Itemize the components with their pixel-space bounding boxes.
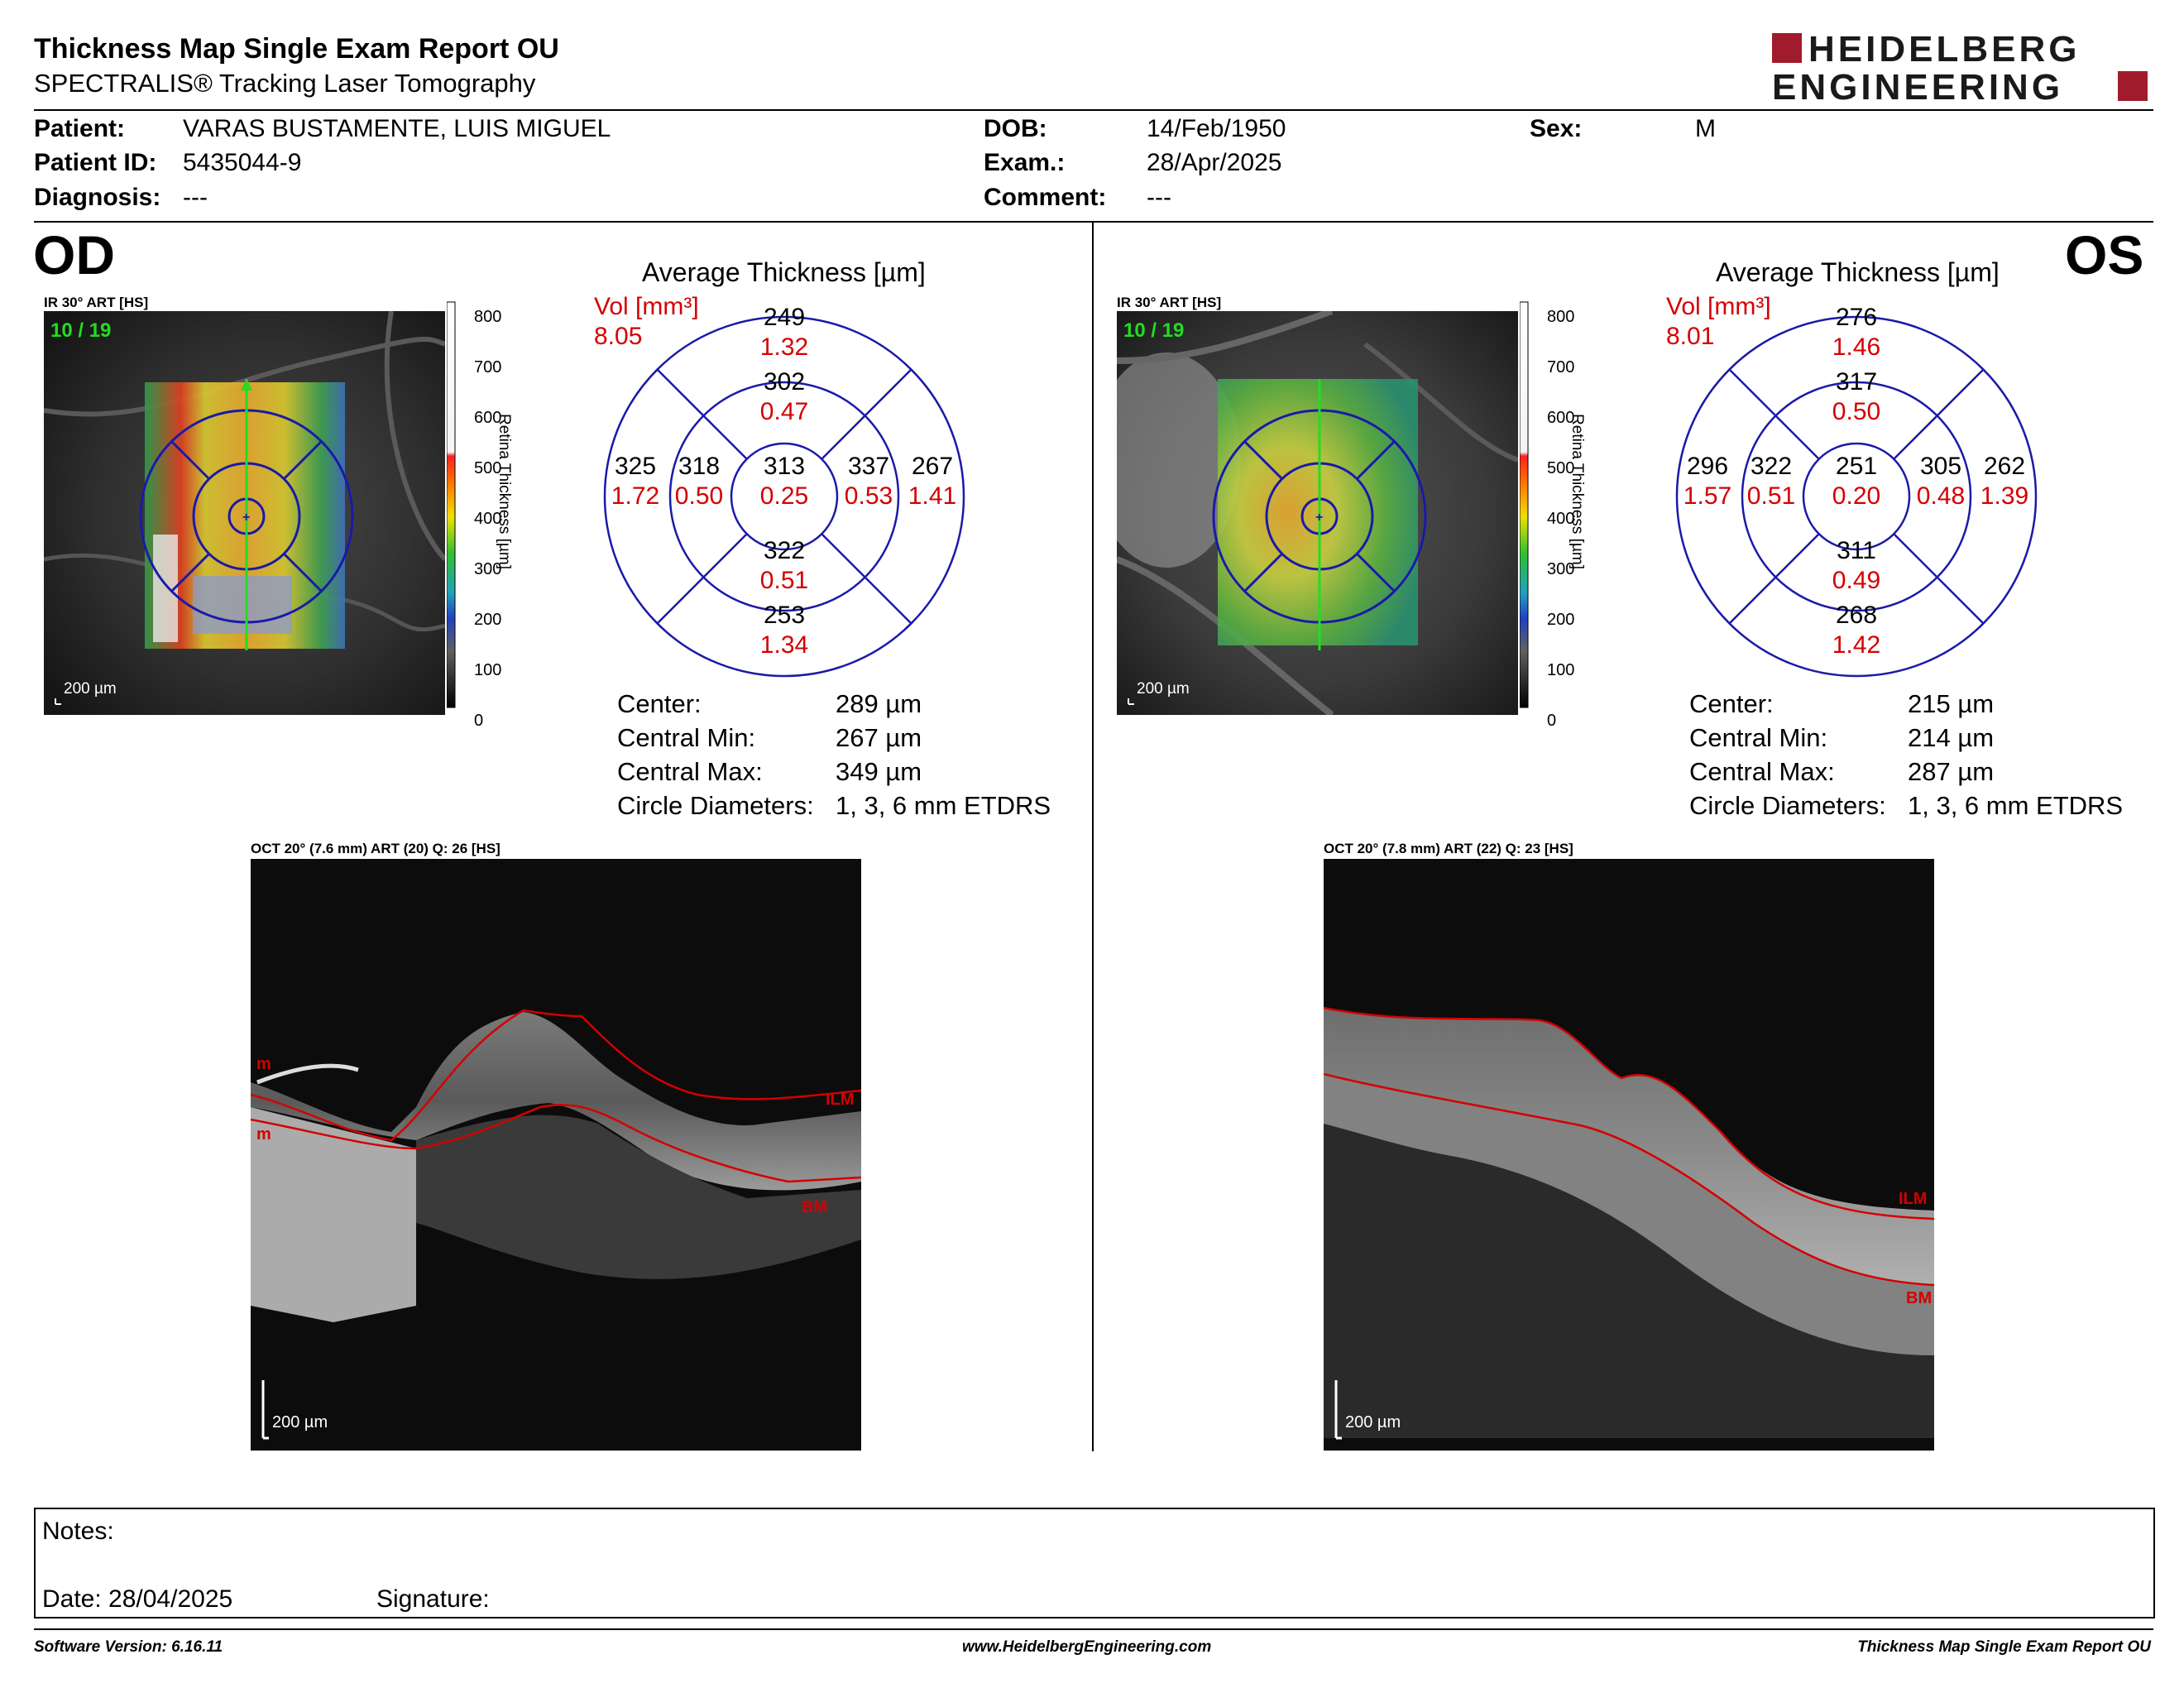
notes-label: Notes: — [42, 1518, 114, 1545]
os-oct-scale: 200 µm — [1345, 1413, 1401, 1431]
os-layer-bm: BM — [1906, 1289, 1933, 1307]
os-vol-label: Vol [mm³] — [1666, 293, 1771, 320]
od-etdrs-grid — [602, 314, 966, 679]
od-stats-labels: Center: Central Min: Central Max: Circle D… — [617, 689, 814, 820]
svg-text:HEIDELBERG: HEIDELBERG — [1808, 29, 2080, 70]
od-layer-bm: BM — [802, 1198, 828, 1216]
os-sector-outer-superior: 276 1.46 — [1832, 304, 1881, 361]
od-avg-title: Average Thickness [µm] — [642, 257, 926, 287]
os-stats-labels: Center: Central Min: Central Max: Circle D… — [1689, 689, 1886, 820]
dob-value: 14/Feb/1950 — [1147, 115, 1286, 142]
od-colorbar-ticks: 800 700 600 500 400 300 200 100 0 — [474, 308, 502, 730]
os-label: OS — [2065, 224, 2144, 285]
od-sector-inner-temporal: 318 0.50 — [674, 453, 724, 510]
os-ir-scale: 200 µm — [1137, 680, 1190, 698]
os-oct-caption: OCT 20° (7.8 mm) ART (22) Q: 23 [HS] — [1324, 841, 1573, 856]
od-layer-m2: m — [256, 1125, 271, 1144]
os-stats-values: 215 µm 214 µm 287 µm 1, 3, 6 mm ETDRS — [1908, 689, 2124, 820]
exam-label: Exam.: — [984, 149, 1066, 176]
patient-label: Patient: — [34, 115, 126, 142]
os-sector-outer-nasal: 262 1.39 — [1980, 453, 2029, 510]
od-colorbar — [446, 298, 513, 712]
report-subtitle: SPECTRALIS® Tracking Laser Tomography — [34, 69, 536, 98]
od-vol-label: Vol [mm³] — [594, 293, 699, 320]
os-ir-caption: IR 30° ART [HS] — [1117, 295, 1222, 310]
od-layer-m1: m — [256, 1055, 271, 1073]
os-colorbar — [1519, 298, 1586, 712]
footer-software: Software Version: 6.16.11 — [34, 1638, 223, 1656]
od-layer-ilm: ILM — [826, 1091, 855, 1109]
od-stats-values: 289 µm 267 µm 349 µm 1, 3, 6 mm ETDRS — [836, 689, 1051, 820]
os-sector-inner-inferior: 311 0.49 — [1832, 537, 1881, 594]
od-sector-inner-inferior: 322 0.51 — [759, 537, 809, 594]
patient-id-label: Patient ID: — [34, 149, 157, 176]
patient-name: VARAS BUSTAMENTE, LUIS MIGUEL — [183, 115, 611, 142]
od-sector-outer-temporal: 325 1.72 — [611, 453, 660, 510]
od-frame-counter: 10 / 19 — [50, 319, 112, 342]
os-layer-ilm: ILM — [1899, 1190, 1928, 1208]
svg-text:+: + — [242, 511, 250, 525]
os-sector-center: 251 0.20 — [1832, 453, 1881, 510]
notes-box: Notes: Date: 28/04/2025 Signature: — [34, 1508, 2155, 1618]
notes-date: Date: 28/04/2025 — [42, 1585, 233, 1613]
sex-label: Sex: — [1530, 115, 1583, 142]
od-ir-image: + 10 / 19 200 µm — [43, 310, 448, 715]
os-sector-inner-superior: 317 0.50 — [1832, 368, 1881, 425]
os-sector-inner-nasal: 305 0.48 — [1916, 453, 1966, 510]
od-sector-outer-inferior: 253 1.34 — [759, 602, 809, 659]
diagnosis-value: --- — [183, 184, 208, 211]
od-sector-inner-superior: 302 0.47 — [759, 368, 809, 425]
od-oct-caption: OCT 20° (7.6 mm) ART (20) Q: 26 [HS] — [251, 841, 500, 856]
eye-divider — [1092, 223, 1094, 1451]
os-avg-title: Average Thickness [µm] — [1716, 257, 2000, 287]
od-sector-outer-superior: 249 1.32 — [759, 304, 809, 361]
os-sector-outer-inferior: 268 1.42 — [1832, 602, 1881, 659]
os-colorbar-ticks: 800 700 600 500 400 300 200 100 0 — [1547, 308, 1575, 730]
svg-text:ENGINEERING: ENGINEERING — [1772, 67, 2063, 104]
report-title: Thickness Map Single Exam Report OU — [34, 33, 559, 65]
od-oct-scale: 200 µm — [272, 1413, 328, 1431]
notes-signature: Signature: — [376, 1585, 490, 1613]
os-etdrs-grid — [1674, 314, 2038, 679]
os-vol-value: 8.01 — [1666, 323, 1715, 350]
os-ir-image: + 10 / 19 200 µm — [1092, 308, 1520, 718]
diagnosis-label: Diagnosis: — [34, 184, 161, 211]
footer-website[interactable]: www.HeidelbergEngineering.com — [962, 1638, 1212, 1656]
dob-label: DOB: — [984, 115, 1047, 142]
od-sector-outer-nasal: 267 1.41 — [908, 453, 957, 510]
comment-label: Comment: — [984, 184, 1107, 211]
od-colorbar-label: Retina Thickness [µm] — [496, 414, 513, 569]
od-ir-caption: IR 30° ART [HS] — [44, 295, 149, 310]
exam-value: 28/Apr/2025 — [1147, 149, 1282, 176]
os-oct-scan: ILM BM 200 µm — [1323, 859, 1935, 1451]
od-ir-scale: 200 µm — [64, 680, 117, 698]
od-label: OD — [33, 224, 115, 285]
footer-report: Thickness Map Single Exam Report OU — [1857, 1638, 2151, 1656]
od-vol-value: 8.05 — [594, 323, 643, 350]
patient-id: 5435044-9 — [183, 149, 302, 176]
od-sector-center: 313 0.25 — [759, 453, 809, 510]
od-oct-scan: m m ILM BM 200 µm — [250, 859, 862, 1451]
od-sector-inner-nasal: 337 0.53 — [844, 453, 893, 510]
os-sector-inner-temporal: 322 0.51 — [1746, 453, 1796, 510]
os-sector-outer-temporal: 296 1.57 — [1683, 453, 1732, 510]
sex-value: M — [1695, 115, 1716, 142]
heidelberg-logo: HEIDELBERG ENGINEERING — [1772, 28, 2154, 108]
os-frame-counter: 10 / 19 — [1123, 319, 1185, 342]
os-colorbar-label: Retina Thickness [µm] — [1569, 414, 1586, 569]
comment-value: --- — [1147, 184, 1171, 211]
svg-text:+: + — [1315, 511, 1323, 525]
